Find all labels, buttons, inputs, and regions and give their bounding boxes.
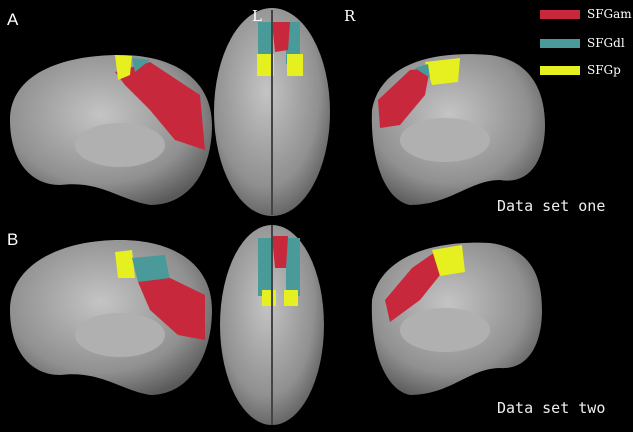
legend-item-sfgp: SFGp [540, 63, 621, 77]
legend-label: SFGdl [587, 36, 625, 50]
legend-swatch-yellow [540, 65, 580, 75]
dataset-one-label: Data set one [497, 197, 606, 215]
legend-swatch-teal [540, 38, 580, 48]
panel-label-a: A [7, 10, 19, 29]
brain-a-top [214, 8, 330, 216]
dataset-two-label: Data set two [497, 399, 606, 417]
brain-a-right-medial [371, 54, 545, 205]
panel-label-b: B [7, 230, 19, 249]
legend-item-sfgam: SFGam [540, 7, 632, 21]
left-hemisphere-label: L [252, 7, 262, 25]
legend-item-sfgdl: SFGdl [540, 36, 625, 50]
brain-b-right-medial [371, 242, 542, 395]
brain-b-left-medial [10, 240, 212, 395]
legend-swatch-red [540, 9, 580, 19]
brain-a-left-medial [10, 55, 212, 205]
legend-label: SFGam [587, 7, 632, 21]
brain-b-top [220, 225, 324, 425]
right-hemisphere-label: R [344, 7, 356, 25]
legend-label: SFGp [587, 63, 621, 77]
